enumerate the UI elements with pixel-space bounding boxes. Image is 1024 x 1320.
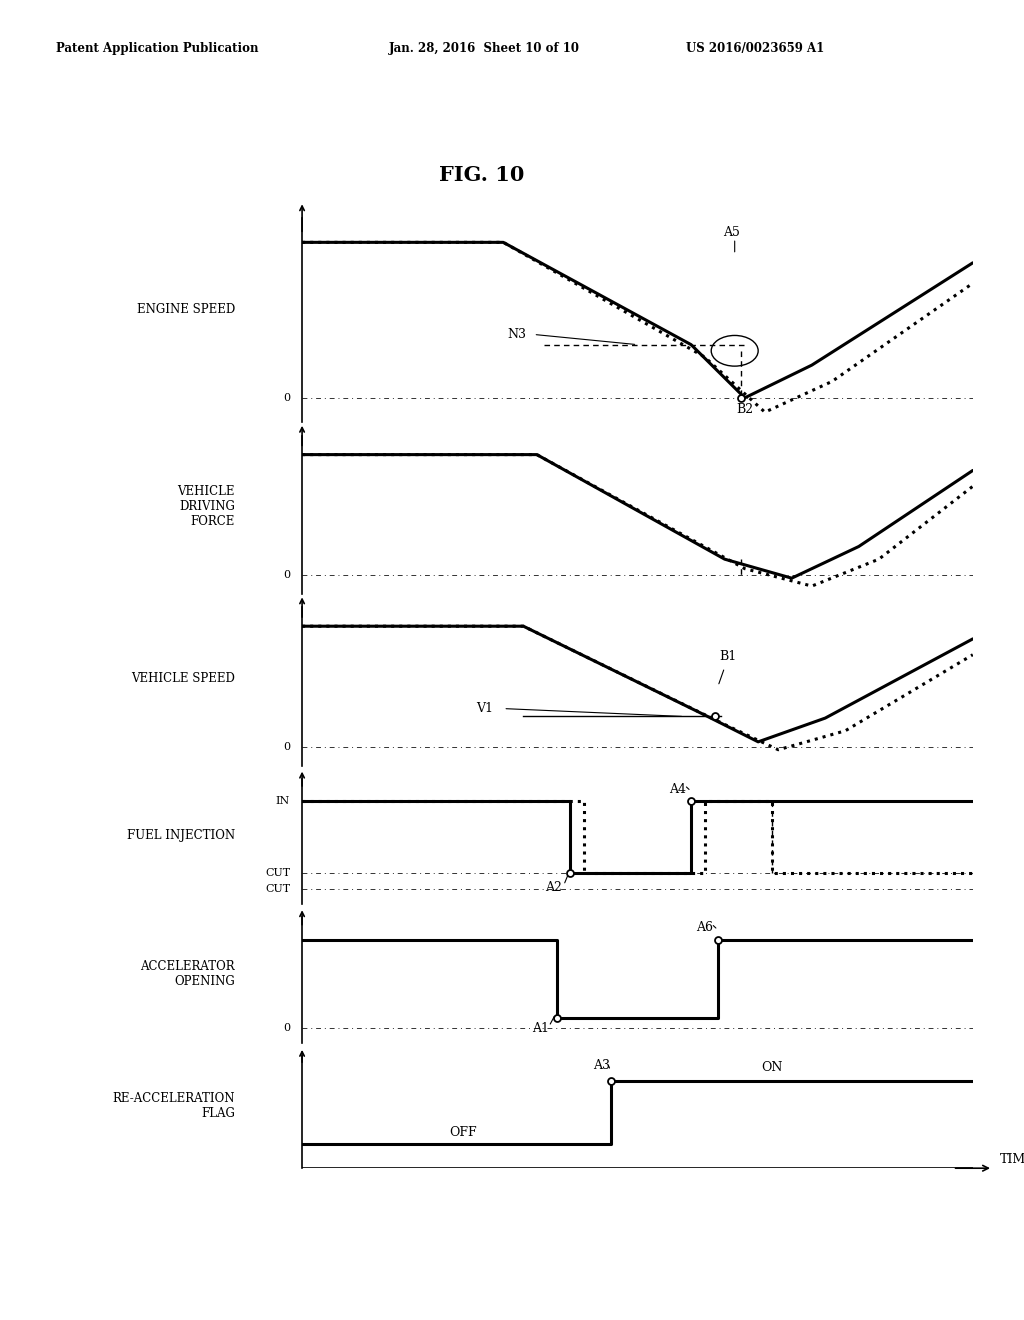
Y-axis label: ACCELERATOR
OPENING: ACCELERATOR OPENING (140, 960, 234, 987)
Text: 0: 0 (283, 570, 290, 579)
Text: A4: A4 (669, 783, 686, 796)
Text: US 2016/0023659 A1: US 2016/0023659 A1 (686, 42, 824, 55)
Text: A3: A3 (593, 1060, 610, 1072)
Y-axis label: VEHICLE
DRIVING
FORCE: VEHICLE DRIVING FORCE (177, 486, 234, 528)
Text: CUT: CUT (265, 884, 290, 894)
Y-axis label: FUEL INJECTION: FUEL INJECTION (127, 829, 234, 842)
Text: A5: A5 (723, 226, 739, 239)
Text: V1: V1 (476, 702, 494, 715)
Text: IN: IN (275, 796, 290, 807)
Text: Patent Application Publication: Patent Application Publication (56, 42, 259, 55)
Text: 0: 0 (283, 742, 290, 751)
Text: CUT: CUT (265, 867, 290, 878)
Text: Jan. 28, 2016  Sheet 10 of 10: Jan. 28, 2016 Sheet 10 of 10 (389, 42, 581, 55)
Text: B2: B2 (736, 404, 754, 416)
Text: N3: N3 (508, 327, 526, 341)
Text: 0: 0 (283, 1023, 290, 1032)
Text: B1: B1 (720, 649, 736, 663)
Text: A6: A6 (696, 921, 713, 935)
Y-axis label: ENGINE SPEED: ENGINE SPEED (137, 304, 234, 317)
Text: OFF: OFF (450, 1126, 477, 1139)
Text: TIME: TIME (999, 1152, 1024, 1166)
Y-axis label: RE-ACCELERATION
FLAG: RE-ACCELERATION FLAG (113, 1093, 234, 1121)
Text: A1: A1 (531, 1022, 549, 1035)
Text: A2: A2 (545, 882, 562, 894)
Text: FIG. 10: FIG. 10 (438, 165, 524, 185)
Y-axis label: VEHICLE SPEED: VEHICLE SPEED (131, 672, 234, 685)
Text: 0: 0 (283, 393, 290, 403)
Text: ON: ON (761, 1061, 782, 1073)
